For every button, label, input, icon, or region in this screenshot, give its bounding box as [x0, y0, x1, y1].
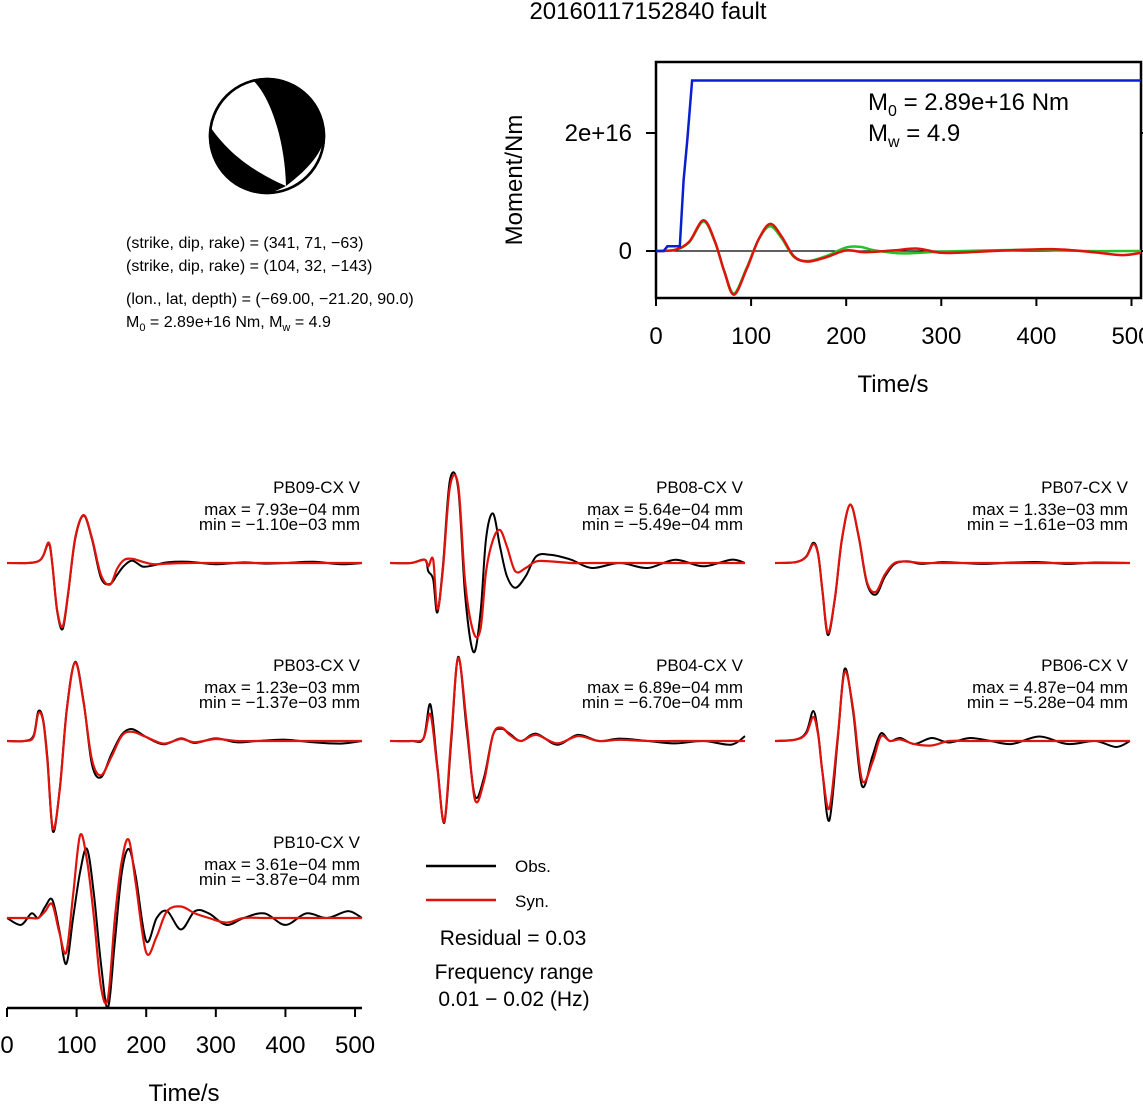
station-label: PB06-CX V — [1041, 656, 1129, 675]
station-label: PB07-CX V — [1041, 478, 1129, 497]
moment-mw-annotation: Mw = 4.9 — [868, 120, 960, 151]
max-amplitude-label: max = 6.89e−04 mm — [587, 678, 743, 697]
legend-obs-label: Obs. — [515, 857, 551, 876]
moment-x-tick-label: 100 — [731, 323, 771, 350]
figure-title: 20160117152840 fault — [529, 0, 766, 25]
synthetic-waveform — [774, 503, 1130, 634]
max-amplitude-label: max = 5.64e−04 mm — [587, 500, 743, 519]
waveform-x-tick-label: 100 — [57, 1032, 97, 1059]
synthetic-waveform — [6, 513, 362, 629]
frequency-range-title: Frequency range — [435, 961, 594, 984]
max-amplitude-label: max = 1.33e−03 mm — [972, 500, 1128, 519]
waveform-x-axis-label: Time/s — [148, 1080, 219, 1104]
max-amplitude-label: max = 7.93e−04 mm — [204, 500, 360, 519]
observed-waveform — [6, 847, 363, 1009]
legend-syn-label: Syn. — [515, 892, 549, 911]
waveform-x-tick-label: 0 — [0, 1032, 13, 1059]
moment-x-axis-label: Time/s — [857, 371, 928, 398]
min-amplitude-label: min = −5.28e−04 mm — [967, 693, 1128, 712]
synthetic-waveform — [774, 670, 1130, 811]
moment-series-group — [655, 79, 1142, 296]
magnitude-text: M0 = 2.89e+16 Nm, Mw = 4.9 — [126, 314, 331, 334]
waveform-x-tick-label: 300 — [196, 1032, 236, 1059]
min-amplitude-label: min = −1.10e−03 mm — [199, 515, 360, 534]
residual-text: Residual = 0.03 — [440, 927, 587, 950]
synthetic-waveform — [389, 473, 745, 639]
moment-x-tick-label: 300 — [921, 323, 961, 350]
min-amplitude-label: min = −1.37e−03 mm — [199, 693, 360, 712]
moment-x-tick-label: 500 — [1111, 323, 1143, 350]
moment-y-axis: 0 2e+16 — [565, 120, 1143, 265]
synthetic-waveform — [7, 832, 362, 1005]
max-amplitude-label: max = 1.23e−03 mm — [204, 678, 360, 697]
moment-y-axis-label: Moment/Nm — [501, 115, 528, 246]
moment-x-axis: 0 100 200 300 400 500 — [649, 298, 1143, 350]
moment-x-tick-label: 200 — [826, 323, 866, 350]
waveform-x-tick-label: 500 — [335, 1032, 375, 1059]
moment-rate-chart: 0 2e+16 0 100 200 300 400 500 Moment/Nm Time/s… — [501, 60, 1143, 398]
station-label: PB10-CX V — [273, 833, 361, 852]
waveform-x-tick-label: 400 — [265, 1032, 305, 1059]
min-amplitude-label: min = −1.61e−03 mm — [967, 515, 1128, 534]
focal-mechanism-beachball — [208, 77, 326, 195]
max-amplitude-label: max = 3.61e−04 mm — [204, 855, 360, 874]
moment-m0-annotation: M0 = 2.89e+16 Nm — [868, 89, 1069, 120]
moment-x-tick-label: 0 — [649, 323, 662, 350]
max-amplitude-label: max = 4.87e−04 mm — [972, 678, 1128, 697]
station-label: PB09-CX V — [273, 478, 361, 497]
station-label: PB08-CX V — [656, 478, 744, 497]
waveform-time-axis: Time/s 0 100 200 300 400 500 — [0, 1006, 375, 1104]
nodal-plane-2: (strike, dip, rake) = (104, 32, −143) — [126, 258, 372, 275]
hypocenter-text: (lon., lat, depth) = (−69.00, −21.20, 90… — [126, 291, 414, 308]
waveform-legend: Obs. Syn. Residual = 0.03 Frequency rang… — [426, 857, 593, 1011]
focal-parameters: (strike, dip, rake) = (341, 71, −63) (st… — [126, 235, 414, 334]
moment-y-tick-label: 0 — [619, 238, 632, 265]
frequency-range-value: 0.01 − 0.02 (Hz) — [438, 988, 589, 1011]
min-amplitude-label: min = −6.70e−04 mm — [582, 693, 743, 712]
synthetic-waveform — [6, 661, 362, 831]
nodal-plane-1: (strike, dip, rake) = (341, 71, −63) — [126, 235, 363, 252]
moment-cumulative-curve — [656, 79, 1141, 253]
station-label: PB04-CX V — [656, 656, 744, 675]
moment-chart-frame — [654, 60, 1143, 300]
min-amplitude-label: min = −3.87e−04 mm — [199, 870, 360, 889]
moment-x-tick-label: 400 — [1016, 323, 1056, 350]
station-label: PB03-CX V — [273, 656, 361, 675]
synthetic-waveform — [389, 656, 745, 823]
moment-rate-curve-synthetic — [655, 219, 1142, 296]
min-amplitude-label: min = −5.49e−04 mm — [582, 515, 743, 534]
moment-y-tick-label: 2e+16 — [565, 120, 632, 147]
waveform-x-tick-label: 200 — [126, 1032, 166, 1059]
